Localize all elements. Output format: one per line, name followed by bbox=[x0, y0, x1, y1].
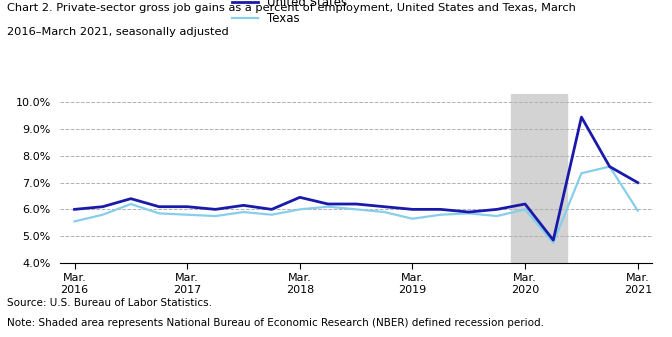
Bar bbox=[511, 94, 567, 263]
Text: 2016–March 2021, seasonally adjusted: 2016–March 2021, seasonally adjusted bbox=[7, 27, 228, 37]
Text: Note: Shaded area represents National Bureau of Economic Research (NBER) defined: Note: Shaded area represents National Bu… bbox=[7, 318, 544, 329]
Text: Source: U.S. Bureau of Labor Statistics.: Source: U.S. Bureau of Labor Statistics. bbox=[7, 298, 212, 308]
Text: Chart 2. Private-sector gross job gains as a percent of employment, United State: Chart 2. Private-sector gross job gains … bbox=[7, 3, 576, 13]
Legend: United States, Texas: United States, Texas bbox=[232, 0, 347, 25]
